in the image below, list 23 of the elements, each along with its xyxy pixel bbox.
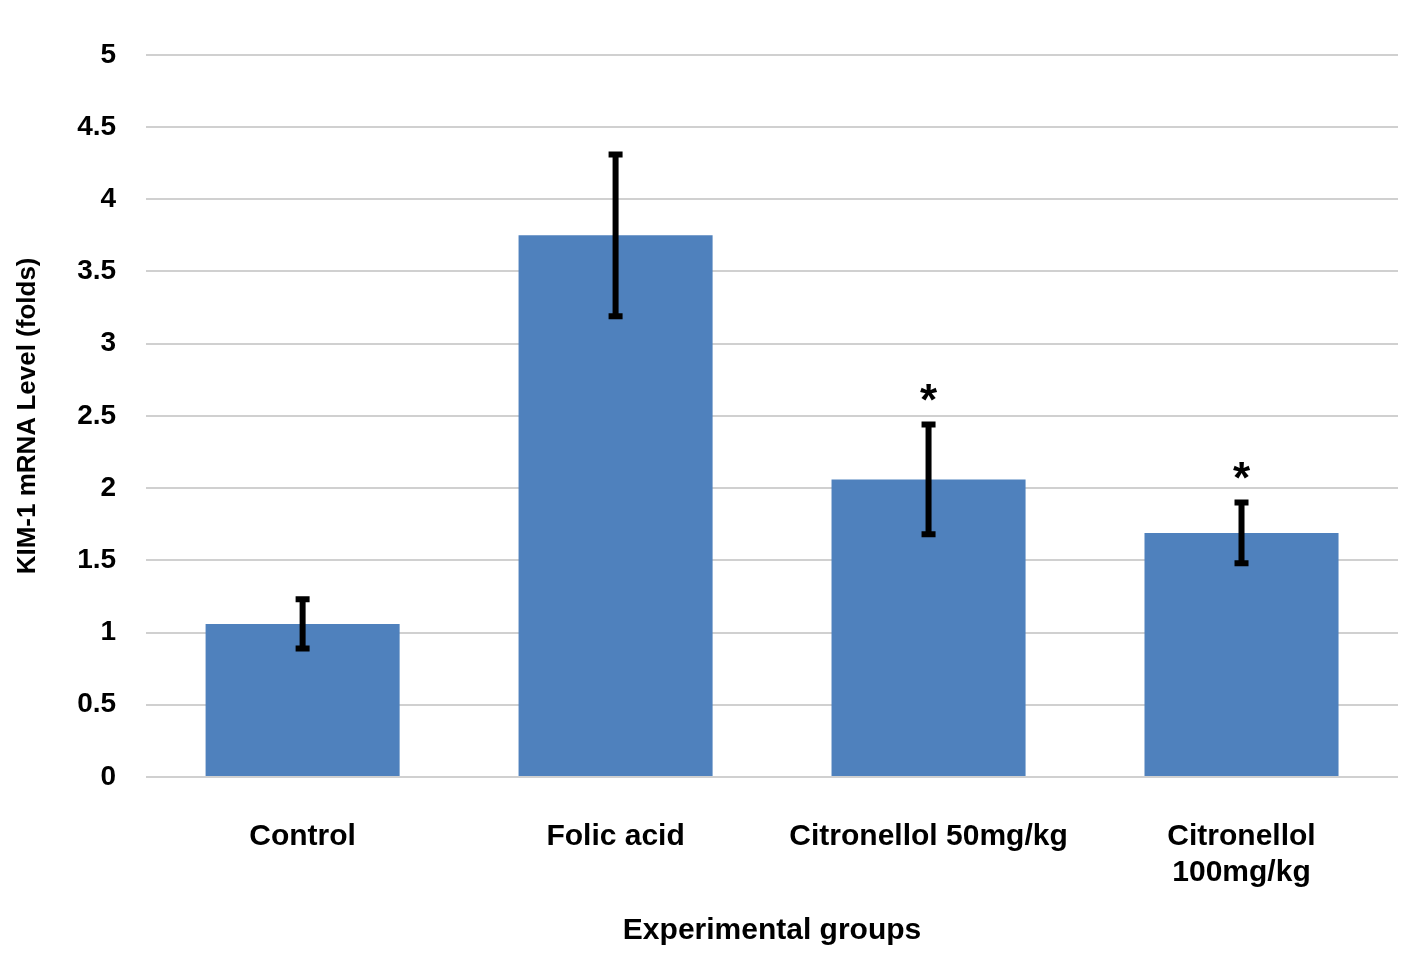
y-tick-label: 4 xyxy=(100,181,117,213)
y-axis-title: KIM-1 mRNA Level (folds) xyxy=(10,257,41,575)
annotation: * xyxy=(919,374,938,424)
y-tick-label: 0 xyxy=(100,759,117,791)
x-axis-title: Experimental groups xyxy=(622,912,922,946)
y-tick-label: 3 xyxy=(100,326,117,358)
y-tick-label: 1 xyxy=(100,615,117,647)
x-tick-label: Citronellol 50mg/kg xyxy=(789,818,1068,852)
y-tick-label: 0.5 xyxy=(77,687,117,719)
bar xyxy=(831,479,1026,776)
annotation: * xyxy=(1232,452,1251,502)
x-tick-label: Citronellol 100mg/kg xyxy=(1167,818,1316,888)
y-tick-label: 3.5 xyxy=(77,254,117,286)
y-tick-label: 2.5 xyxy=(77,398,117,430)
x-tick-label: Control xyxy=(249,818,356,852)
y-tick-label: 2 xyxy=(100,470,117,502)
y-tick-label: 5 xyxy=(100,37,117,69)
y-tick-label: 4.5 xyxy=(77,109,117,141)
bar xyxy=(518,235,713,776)
y-tick-label: 1.5 xyxy=(77,543,117,575)
x-tick-label: Folic acid xyxy=(546,818,685,852)
bar xyxy=(205,623,400,776)
bar xyxy=(1144,532,1339,776)
